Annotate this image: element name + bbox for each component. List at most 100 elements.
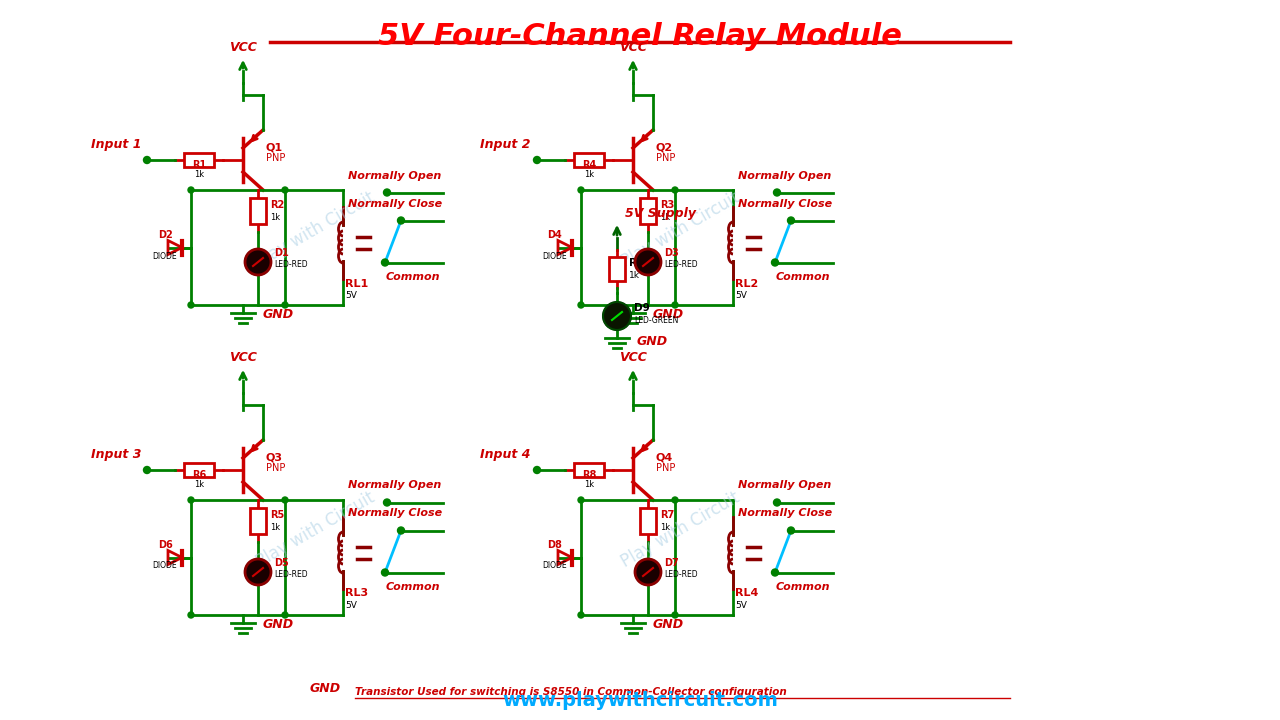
Text: R1: R1	[192, 160, 206, 170]
Text: R4: R4	[582, 160, 596, 170]
Text: GND: GND	[310, 682, 342, 695]
Text: GND: GND	[637, 335, 668, 348]
Text: 1k: 1k	[628, 271, 640, 280]
Text: R2: R2	[270, 200, 284, 210]
Text: Common: Common	[776, 582, 831, 592]
Text: 1k: 1k	[584, 480, 594, 489]
Text: Normally Close: Normally Close	[348, 199, 442, 209]
Text: VCC: VCC	[620, 351, 646, 364]
Text: 1k: 1k	[270, 523, 280, 532]
Circle shape	[282, 187, 288, 193]
Text: Normally Close: Normally Close	[739, 508, 832, 518]
Text: 5V Four-Channel Relay Module: 5V Four-Channel Relay Module	[378, 22, 902, 51]
Text: Play with Circuit: Play with Circuit	[252, 189, 378, 271]
Text: Input 1: Input 1	[91, 138, 141, 151]
Circle shape	[787, 217, 795, 224]
Text: D7: D7	[664, 558, 678, 568]
Text: RL3: RL3	[346, 588, 369, 598]
Text: Q1: Q1	[266, 142, 283, 152]
Text: VCC: VCC	[620, 41, 646, 54]
Text: DIODE: DIODE	[543, 251, 567, 261]
Text: Normally Open: Normally Open	[739, 171, 831, 181]
Text: R5: R5	[270, 510, 284, 520]
Text: Play with Circuit: Play with Circuit	[617, 489, 742, 571]
Text: D9: D9	[634, 303, 650, 313]
Text: DIODE: DIODE	[152, 562, 178, 570]
Text: Play with Circuit: Play with Circuit	[617, 189, 742, 271]
Circle shape	[635, 249, 660, 275]
Circle shape	[244, 559, 271, 585]
Circle shape	[672, 187, 678, 193]
Bar	[250, 508, 266, 534]
Text: PNP: PNP	[266, 463, 285, 473]
Circle shape	[579, 612, 584, 618]
Text: PNP: PNP	[655, 463, 676, 473]
Text: Input 2: Input 2	[480, 138, 531, 151]
Text: Normally Open: Normally Open	[348, 171, 442, 181]
Text: R6: R6	[192, 470, 206, 480]
Circle shape	[579, 497, 584, 503]
Text: Transistor Used for switching is S8550 in Common-Collector configuration: Transistor Used for switching is S8550 i…	[355, 687, 787, 697]
Text: LED-RED: LED-RED	[664, 260, 698, 269]
Text: Normally Open: Normally Open	[348, 480, 442, 490]
Text: RL2: RL2	[735, 279, 758, 289]
Circle shape	[603, 302, 631, 330]
Bar	[183, 463, 214, 477]
Text: RL1: RL1	[346, 279, 369, 289]
Text: GND: GND	[653, 618, 684, 631]
Text: LED-RED: LED-RED	[274, 570, 307, 579]
Bar	[640, 508, 655, 534]
Text: LED-RED: LED-RED	[274, 260, 307, 269]
Bar	[573, 463, 604, 477]
Text: 1k: 1k	[195, 480, 204, 489]
Text: PNP: PNP	[655, 153, 676, 163]
Circle shape	[672, 612, 678, 618]
Text: RL4: RL4	[735, 588, 758, 598]
Bar	[573, 153, 604, 167]
Bar	[640, 197, 655, 225]
Text: 5V: 5V	[735, 600, 746, 610]
Text: DIODE: DIODE	[543, 562, 567, 570]
Circle shape	[635, 559, 660, 585]
Text: 1k: 1k	[660, 523, 671, 532]
Text: 1k: 1k	[270, 213, 280, 222]
Circle shape	[772, 259, 778, 266]
Circle shape	[282, 497, 288, 503]
Circle shape	[773, 499, 781, 506]
Text: 1k: 1k	[660, 213, 671, 222]
Text: R3: R3	[660, 200, 675, 210]
Circle shape	[188, 302, 195, 308]
Text: R8: R8	[582, 470, 596, 480]
Text: Play with Circuit: Play with Circuit	[252, 489, 378, 571]
Text: D5: D5	[274, 558, 289, 568]
Circle shape	[398, 527, 404, 534]
Text: 1k: 1k	[195, 170, 204, 179]
Text: 5V: 5V	[346, 290, 357, 300]
Bar	[250, 197, 266, 225]
Circle shape	[143, 156, 151, 163]
Circle shape	[773, 189, 781, 196]
Circle shape	[244, 249, 271, 275]
Circle shape	[772, 569, 778, 576]
Text: Common: Common	[387, 582, 440, 592]
Text: Normally Close: Normally Close	[739, 199, 832, 209]
Text: Q3: Q3	[266, 452, 283, 462]
Circle shape	[787, 527, 795, 534]
Text: Common: Common	[776, 271, 831, 282]
Circle shape	[579, 302, 584, 308]
Text: D3: D3	[664, 248, 678, 258]
Circle shape	[672, 497, 678, 503]
Text: Common: Common	[387, 271, 440, 282]
Circle shape	[188, 497, 195, 503]
Text: D8: D8	[548, 539, 562, 549]
Circle shape	[534, 467, 540, 474]
Text: 5V: 5V	[346, 600, 357, 610]
Circle shape	[282, 612, 288, 618]
Text: Input 4: Input 4	[480, 448, 531, 461]
Text: 5V: 5V	[735, 290, 746, 300]
Text: 5V Supply: 5V Supply	[625, 207, 696, 220]
Text: D4: D4	[548, 230, 562, 240]
Text: R7: R7	[660, 510, 675, 520]
Text: DIODE: DIODE	[152, 251, 178, 261]
Text: VCC: VCC	[229, 41, 257, 54]
